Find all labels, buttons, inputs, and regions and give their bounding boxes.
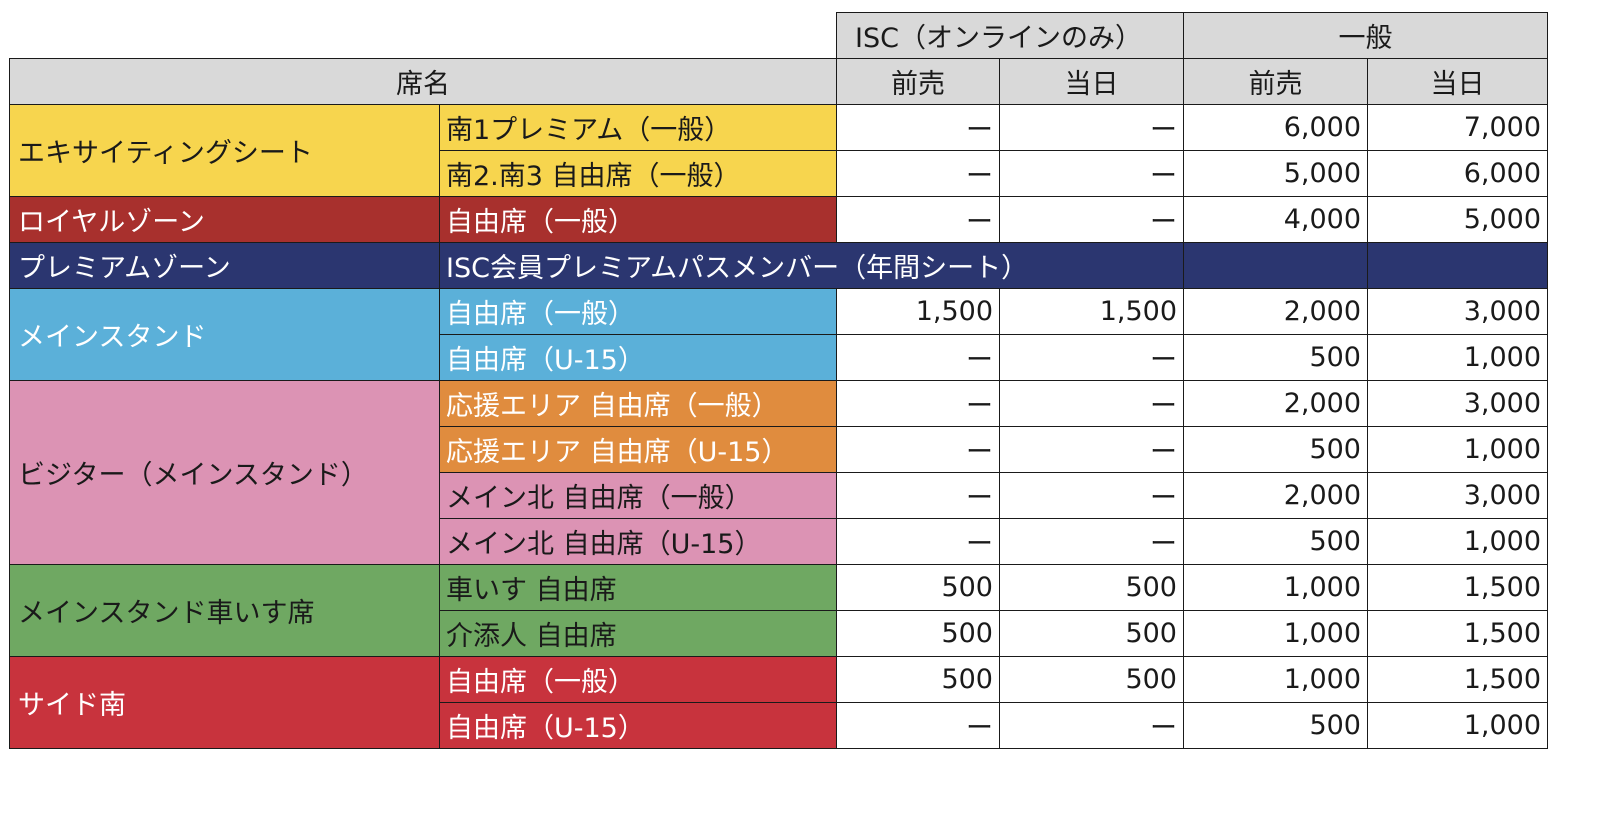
- isc-sameday-cell: 500: [999, 656, 1184, 703]
- isc-presale-cell: 500: [836, 564, 1000, 611]
- seat-cell: 自由席（一般）: [439, 288, 837, 335]
- isc-sameday-cell: ー: [999, 104, 1184, 151]
- general-presale-cell: 5,000: [1183, 150, 1368, 197]
- isc-presale-cell: ー: [836, 426, 1000, 473]
- isc-presale-cell: 500: [836, 656, 1000, 703]
- table-row: サイド南 自由席（一般） 500 500 1,000 1,500: [9, 656, 1548, 749]
- isc-sameday-cell: 500: [999, 610, 1184, 657]
- isc-sameday-cell: 500: [999, 564, 1184, 611]
- general-presale-cell: 1,000: [1183, 610, 1368, 657]
- zone-cell: ビジター（メインスタンド）: [9, 380, 440, 565]
- seat-cell: 自由席（一般）: [439, 196, 837, 243]
- zone-cell: メインスタンド: [9, 288, 440, 381]
- header-blank: [10, 13, 837, 59]
- isc-presale-cell: ー: [836, 334, 1000, 381]
- isc-sameday-cell: ー: [999, 196, 1184, 243]
- general-sameday-cell: 1,500: [1367, 564, 1548, 611]
- general-sameday-cell: 1,500: [1367, 610, 1548, 657]
- isc-presale-cell: ー: [836, 518, 1000, 565]
- general-presale-cell: 500: [1183, 518, 1368, 565]
- table-row: 南2.南3 自由席（一般） ー ー 5,000 6,000: [10, 150, 1548, 197]
- isc-presale-cell: ー: [836, 104, 1000, 151]
- isc-sameday-cell: ー: [999, 150, 1184, 197]
- zone-cell: サイド南: [9, 656, 440, 749]
- isc-group-header: ISC（オンラインのみ）: [836, 12, 1184, 59]
- general-sameday-cell: 1,000: [1367, 334, 1548, 381]
- seat-cell: 車いす 自由席: [439, 564, 837, 611]
- table-row: 介添人 自由席 500 500 1,000 1,500: [10, 610, 1548, 657]
- isc-presale-cell: ー: [836, 472, 1000, 519]
- general-presale-cell: 1,000: [1183, 564, 1368, 611]
- general-sameday-header: 当日: [1367, 58, 1548, 105]
- general-presale-cell: 2,000: [1183, 288, 1368, 335]
- seat-name-header: 席名: [9, 58, 837, 105]
- table-row: メインスタンド 自由席（一般） 1,500 1,500 2,000 3,000: [9, 288, 1548, 381]
- general-sameday-cell: 1,000: [1367, 518, 1548, 565]
- general-sameday-cell: 5,000: [1367, 196, 1548, 243]
- seat-cell: メイン北 自由席（U-15）: [439, 518, 837, 565]
- isc-presale-cell: ー: [836, 196, 1000, 243]
- general-sameday-cell: 1,500: [1367, 656, 1548, 703]
- seat-cell: 自由席（U-15）: [439, 334, 837, 381]
- zone-cell: ロイヤルゾーン: [9, 196, 440, 243]
- ticket-price-table: ISC（オンラインのみ） 一般 席名 前売 当日 前売 当日 エキサイティングシ…: [9, 12, 1548, 749]
- general-sameday-cell: 3,000: [1367, 472, 1548, 519]
- table-row: ロイヤルゾーン 自由席（一般） ー ー 4,000 5,000: [9, 196, 1548, 243]
- table-row: ビジター（メインスタンド） 応援エリア 自由席（一般） ー ー 2,000 3,…: [9, 380, 1548, 565]
- seat-cell: 自由席（U-15）: [439, 702, 837, 749]
- table-row: 自由席（U-15） ー ー 500 1,000: [10, 334, 1548, 381]
- general-presale-cell: 500: [1183, 702, 1368, 749]
- isc-presale-cell: ー: [836, 150, 1000, 197]
- general-presale-cell: 4,000: [1183, 196, 1368, 243]
- general-presale-cell: 1,000: [1183, 656, 1368, 703]
- general-presale-cell: 6,000: [1183, 104, 1368, 151]
- general-sameday-cell: 3,000: [1367, 380, 1548, 427]
- column-header-row: 席名 前売 当日 前売 当日: [9, 58, 1548, 105]
- group-header-row: ISC（オンラインのみ） 一般: [10, 12, 1548, 59]
- zone-cell: エキサイティングシート: [9, 104, 440, 197]
- isc-sameday-cell: ー: [999, 702, 1184, 749]
- general-presale-header: 前売: [1183, 58, 1368, 105]
- empty-cell: [1367, 242, 1548, 289]
- isc-sameday-cell: ー: [999, 334, 1184, 381]
- table-row: メインスタンド車いす席 車いす 自由席 500 500 1,000 1,500: [9, 564, 1548, 657]
- isc-sameday-header: 当日: [999, 58, 1184, 105]
- isc-presale-cell: ー: [836, 380, 1000, 427]
- isc-sameday-cell: ー: [999, 380, 1184, 427]
- general-sameday-cell: 3,000: [1367, 288, 1548, 335]
- table-row: プレミアムゾーン ISC会員プレミアムパスメンバー（年間シート）: [9, 242, 1548, 289]
- general-sameday-cell: 1,000: [1367, 702, 1548, 749]
- table-row: メイン北 自由席（U-15） ー ー 500 1,000: [10, 518, 1548, 565]
- seat-cell: 自由席（一般）: [439, 656, 837, 703]
- general-sameday-cell: 7,000: [1367, 104, 1548, 151]
- empty-cell: [1183, 242, 1368, 289]
- seat-cell: 南2.南3 自由席（一般）: [439, 150, 837, 197]
- isc-presale-cell: 500: [836, 610, 1000, 657]
- general-group-header: 一般: [1183, 12, 1548, 59]
- table-row: 自由席（U-15） ー ー 500 1,000: [10, 702, 1548, 749]
- general-presale-cell: 500: [1183, 334, 1368, 381]
- general-sameday-cell: 1,000: [1367, 426, 1548, 473]
- seat-cell: 応援エリア 自由席（U-15）: [439, 426, 837, 473]
- isc-presale-cell: ー: [836, 702, 1000, 749]
- isc-presale-cell: 1,500: [836, 288, 1000, 335]
- zone-cell: メインスタンド車いす席: [9, 564, 440, 657]
- seat-cell: 応援エリア 自由席（一般）: [439, 380, 837, 427]
- general-presale-cell: 2,000: [1183, 472, 1368, 519]
- isc-sameday-cell: ー: [999, 426, 1184, 473]
- zone-cell: プレミアムゾーン: [9, 242, 440, 289]
- general-presale-cell: 500: [1183, 426, 1368, 473]
- table-row: エキサイティングシート 南1プレミアム（一般） ー ー 6,000 7,000: [9, 104, 1548, 197]
- general-sameday-cell: 6,000: [1367, 150, 1548, 197]
- general-presale-cell: 2,000: [1183, 380, 1368, 427]
- isc-presale-header: 前売: [836, 58, 1000, 105]
- seat-cell: 南1プレミアム（一般）: [439, 104, 837, 151]
- seat-cell: 介添人 自由席: [439, 610, 837, 657]
- isc-sameday-cell: ー: [999, 472, 1184, 519]
- isc-sameday-cell: 1,500: [999, 288, 1184, 335]
- seat-cell: ISC会員プレミアムパスメンバー（年間シート）: [439, 242, 1184, 289]
- seat-cell: メイン北 自由席（一般）: [439, 472, 837, 519]
- isc-sameday-cell: ー: [999, 518, 1184, 565]
- table-row: メイン北 自由席（一般） ー ー 2,000 3,000: [10, 472, 1548, 519]
